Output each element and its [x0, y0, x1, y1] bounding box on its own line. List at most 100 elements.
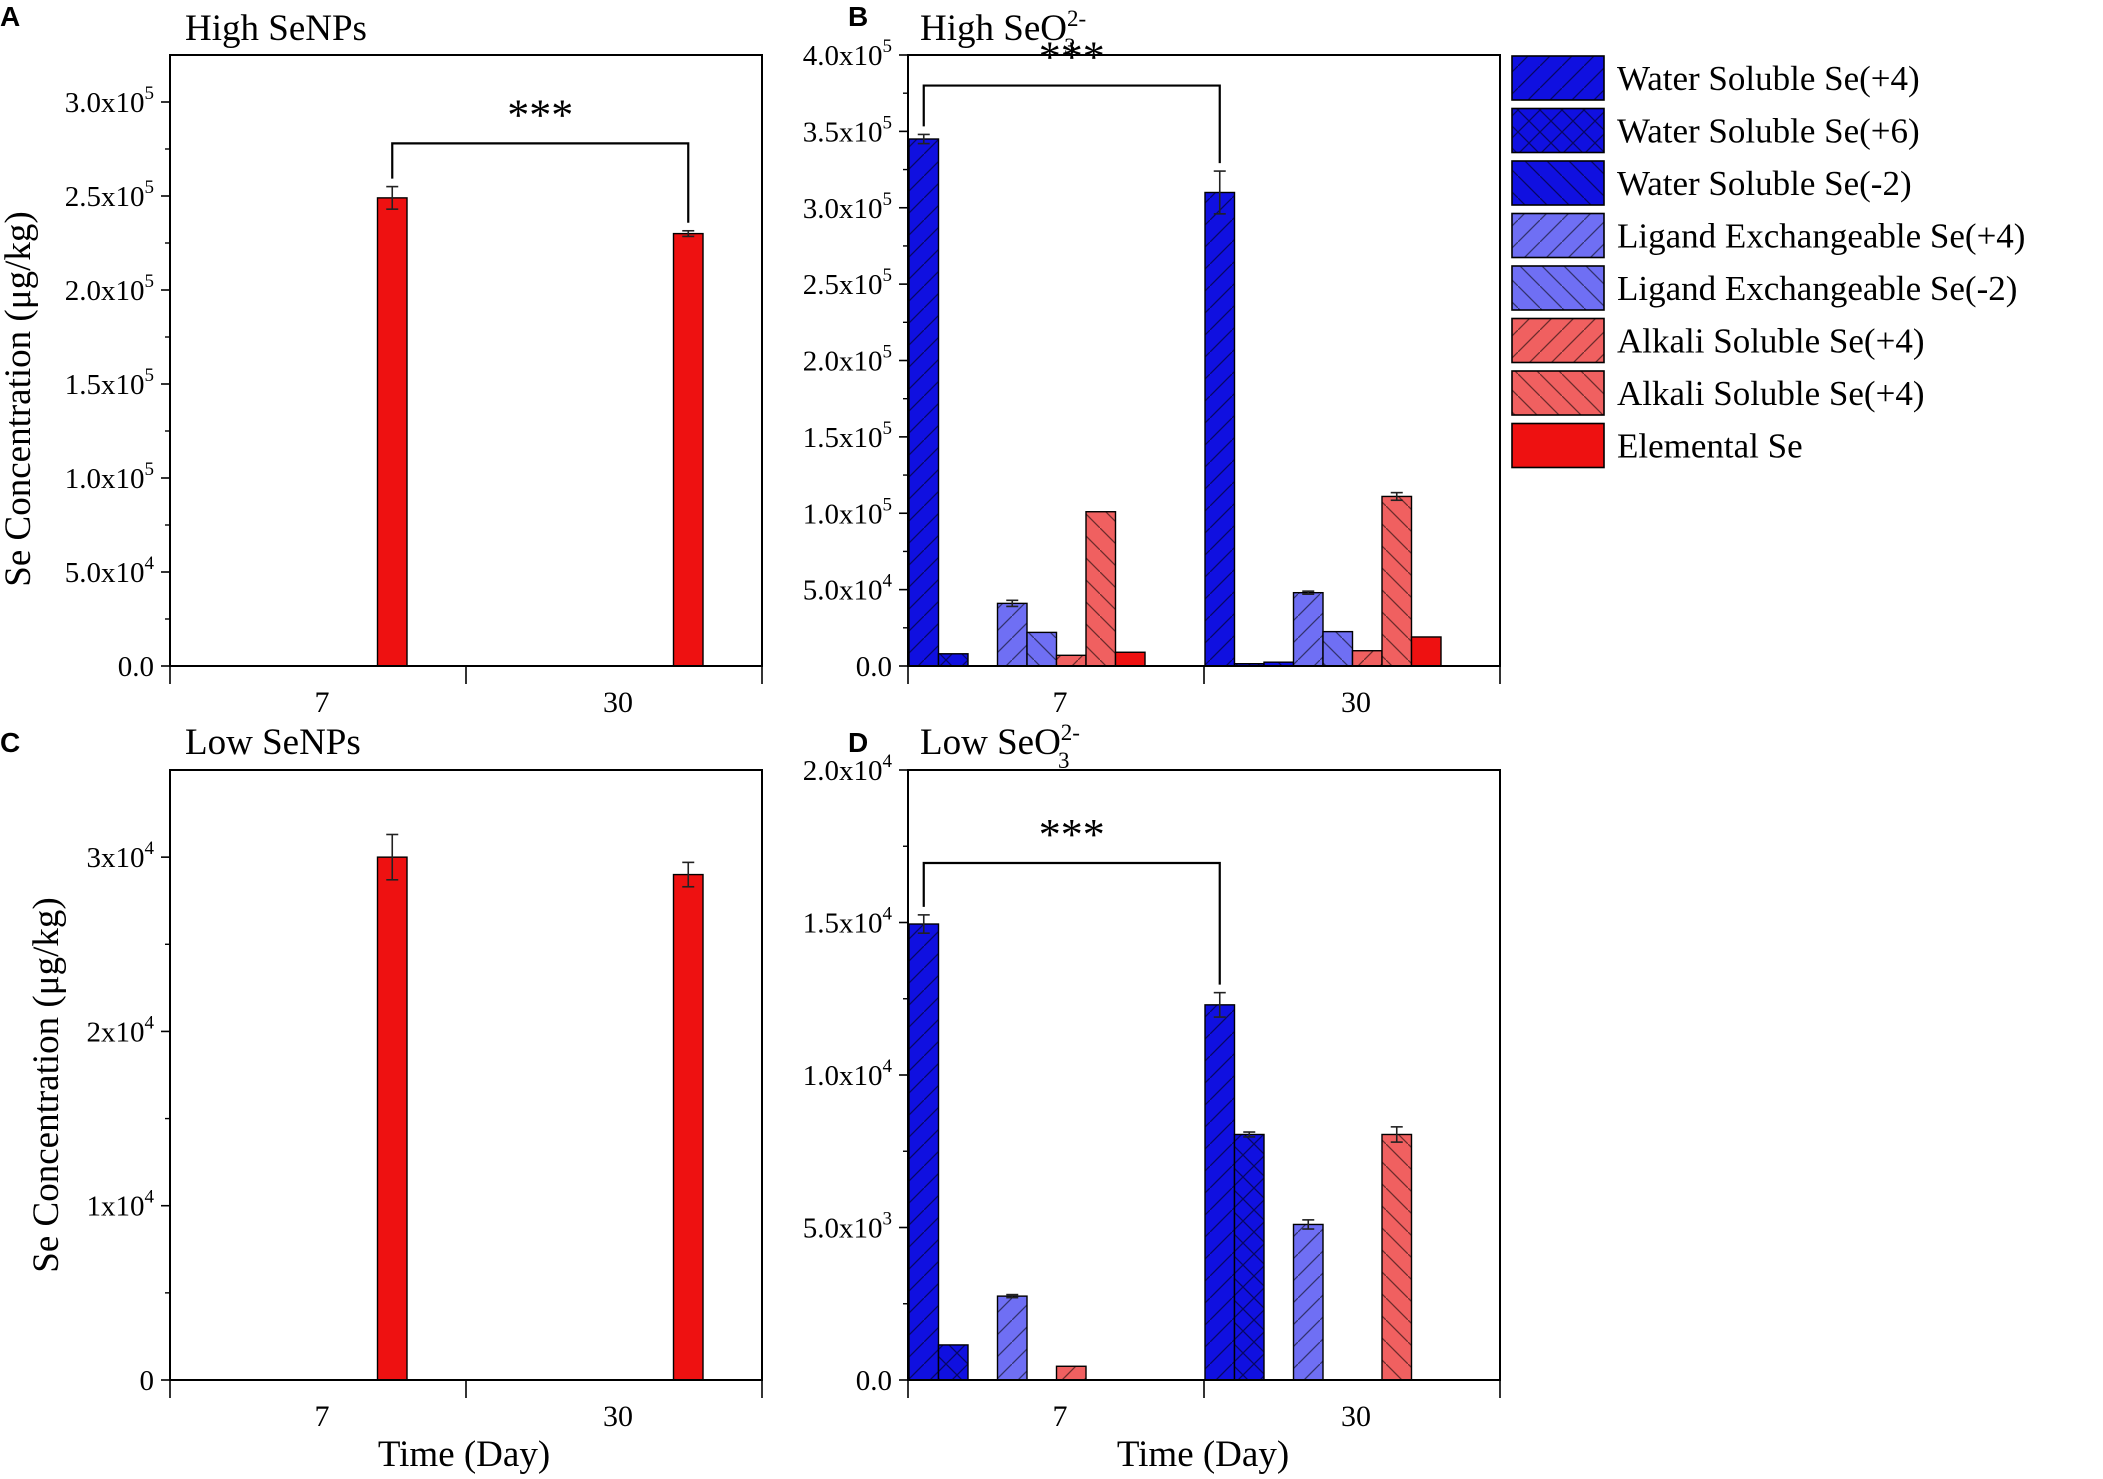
y-tick-label: 3.5x105 — [803, 112, 892, 148]
bar — [376, 197, 408, 667]
error-bar — [682, 229, 695, 238]
x-axis-label-d: Time (Day) — [1117, 1434, 1289, 1475]
panel-b-title-sub: 3 — [1064, 34, 1076, 59]
y-tick-label: 3.0x105 — [65, 83, 154, 119]
bar-hatch — [1293, 592, 1323, 666]
panel-letter-b: B — [848, 1, 868, 32]
bar-hatch — [1382, 1134, 1412, 1380]
x-tick-label: 7 — [315, 1400, 330, 1433]
legend-swatch-hatch — [1512, 371, 1604, 415]
x-axis-label-c: Time (Day) — [378, 1434, 550, 1475]
bar-hatch — [1323, 631, 1353, 666]
panel-a: A High SeNPs Se Concentration (μg/kg) 0.… — [0, 1, 763, 719]
x-tick-label: 30 — [603, 686, 633, 719]
x-tick-label: 30 — [1341, 1400, 1371, 1433]
x-tick-label: 7 — [315, 686, 330, 719]
bar-hatch — [1382, 496, 1412, 666]
x-tick-label: 7 — [1053, 1400, 1068, 1433]
bar-hatch — [1234, 1134, 1264, 1380]
bar-hatch — [1205, 1004, 1235, 1380]
y-tick-label: 1.0x105 — [803, 494, 892, 530]
bar — [1410, 636, 1442, 667]
bar-hatch — [1027, 632, 1057, 666]
significance-label: *** — [1039, 810, 1105, 859]
panel-c: C Low SeNPs Se Concentration (μg/kg) Tim… — [0, 722, 763, 1475]
legend-label: Ligand Exchangeable Se(-2) — [1617, 269, 2017, 308]
error-bar — [1243, 1131, 1256, 1138]
significance-label: *** — [1039, 33, 1105, 82]
panel-a-title: High SeNPs — [185, 8, 367, 49]
plot-area-a: 0.0 5.0x104 1.0x105 1.5x105 2.0x105 2.5x105 3.… — [65, 54, 763, 719]
y-tick-label: 2.5x105 — [65, 177, 154, 213]
bar — [376, 856, 408, 1381]
error-bar — [917, 133, 930, 145]
bar-hatch — [997, 1296, 1027, 1380]
error-bar — [1390, 1126, 1403, 1143]
bar-hatch — [1086, 511, 1116, 666]
panel-d-title-sub: 3 — [1058, 748, 1070, 773]
legend: Water Soluble Se(+4) Water Soluble Se(+6)… — [1511, 55, 2025, 469]
legend-label: Water Soluble Se(-2) — [1617, 164, 1912, 203]
bar — [672, 873, 704, 1381]
legend-label: Elemental Se — [1617, 427, 1803, 466]
error-bar — [386, 833, 399, 881]
error-bar — [1006, 599, 1019, 608]
legend-label: Water Soluble Se(+6) — [1617, 112, 1920, 151]
bar-hatch — [997, 603, 1027, 666]
panel-b-title-text: High SeO — [920, 8, 1067, 49]
bar — [1114, 651, 1146, 667]
y-tick-label: 1.5x105 — [65, 365, 154, 401]
y-tick-label: 0 — [140, 1365, 155, 1397]
legend-swatch-hatch — [1512, 266, 1604, 310]
y-tick-label: 5.0x104 — [65, 553, 155, 589]
y-tick-label: 3x104 — [87, 838, 155, 874]
error-bar — [1390, 491, 1403, 502]
error-bar — [1302, 1219, 1315, 1230]
bar-hatch — [1234, 663, 1264, 666]
significance-bracket — [922, 861, 1221, 985]
error-bar — [386, 185, 399, 210]
significance-label: *** — [507, 90, 573, 139]
y-tick-label: 4.0x105 — [803, 36, 892, 72]
y-tick-label: 3.0x105 — [803, 189, 892, 225]
y-tick-label: 2x104 — [87, 1012, 155, 1048]
y-tick-label: 0.0 — [856, 651, 892, 683]
x-tick-label: 30 — [603, 1400, 633, 1433]
plot-area-c: 0 1x104 2x104 3x104 7 30 — [87, 769, 763, 1433]
panel-b-title: High SeO2- 3 — [920, 6, 1086, 59]
y-tick-label: 5.0x103 — [803, 1209, 892, 1245]
panel-c-title: Low SeNPs — [185, 722, 361, 763]
bar-hatch — [1264, 662, 1294, 666]
y-axis-label-bottom: Se Concentration (μg/kg) — [26, 897, 67, 1272]
legend-swatch-hatch — [1512, 161, 1604, 205]
panel-d-title-sup: 2- — [1061, 720, 1080, 745]
legend-label: Water Soluble Se(+4) — [1617, 59, 1920, 98]
bar — [672, 232, 704, 667]
legend-swatch-hatch — [1512, 56, 1604, 100]
panel-d-title-text: Low SeO — [920, 722, 1061, 763]
panel-b-title-sup: 2- — [1067, 6, 1086, 31]
plot-area-b: 0.0 5.0x104 1.0x105 1.5x105 2.0x105 2.5x105 3.… — [803, 33, 1501, 719]
bar-hatch — [909, 139, 939, 666]
plot-area-d: 0.0 5.0x103 1.0x104 1.5x104 2.0x104 7 30 *** — [803, 751, 1501, 1433]
y-tick-label: 0.0 — [118, 651, 154, 683]
error-bar — [682, 861, 695, 888]
panel-letter-a: A — [0, 1, 20, 32]
y-tick-label: 5.0x104 — [803, 571, 893, 607]
y-tick-label: 2.0x105 — [65, 271, 154, 307]
panel-d-title: Low SeO2- 3 — [920, 720, 1080, 773]
panel-d: D Low SeO2- 3 Time (Day) 0.0 5.0x103 1.0x10… — [803, 720, 1501, 1475]
y-tick-label: 1.0x105 — [65, 459, 154, 495]
error-bar — [1213, 170, 1226, 215]
y-tick-label: 1.5x105 — [803, 418, 892, 454]
x-tick-label: 7 — [1053, 686, 1068, 719]
bar-hatch — [909, 924, 939, 1380]
error-bar — [917, 914, 930, 934]
bar-hatch — [1056, 655, 1086, 666]
significance-bracket — [391, 142, 690, 223]
y-tick-label: 0.0 — [856, 1365, 892, 1397]
bar-hatch — [938, 1344, 968, 1380]
bar-hatch — [1205, 192, 1235, 666]
y-tick-label: 2.5x105 — [803, 265, 892, 301]
